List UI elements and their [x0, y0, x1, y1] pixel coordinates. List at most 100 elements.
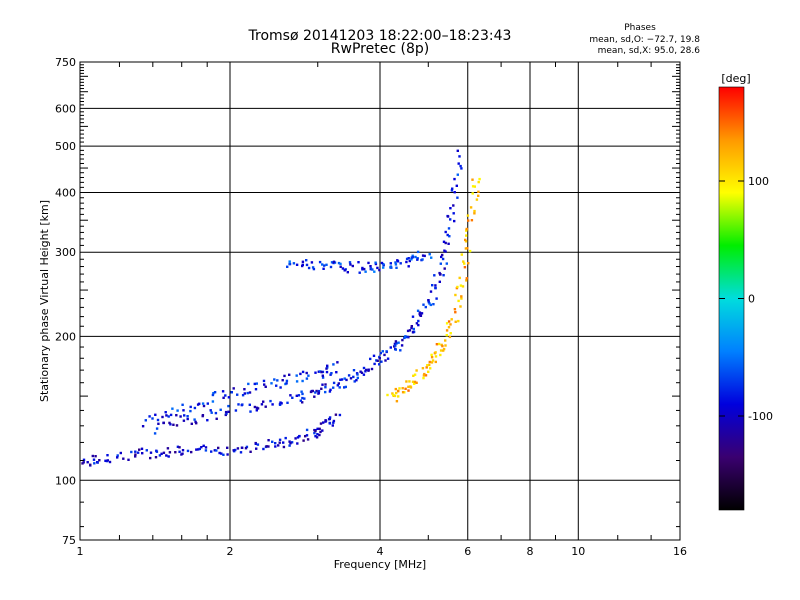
- scatter-point: [449, 323, 452, 326]
- scatter-point: [190, 422, 193, 425]
- scatter-point: [471, 192, 474, 195]
- scatter-point: [277, 444, 280, 447]
- scatter-point: [330, 261, 334, 264]
- scatter-point: [459, 164, 462, 168]
- scatter-point: [122, 457, 125, 460]
- y-ticks: 75 100 200 300 400 500 600 750: [55, 56, 680, 547]
- scatter-point: [428, 253, 431, 256]
- scatter-point: [466, 247, 469, 250]
- colorbar-tick-label: 100: [748, 175, 769, 188]
- scatter-point: [211, 400, 215, 403]
- scatter-point: [427, 370, 430, 373]
- scatter-point: [329, 388, 332, 391]
- scatter-point: [324, 383, 327, 386]
- scatter-point: [182, 409, 185, 412]
- scatter-point: [212, 392, 215, 395]
- scatter-point: [176, 409, 179, 412]
- scatter-point: [389, 262, 392, 265]
- scatter-point: [338, 413, 342, 417]
- scatter-point: [434, 351, 437, 354]
- scatter-point: [358, 271, 361, 274]
- plot-area: 1 2 4 6 8 10 16 75 100 200 300 400 500 600 750: [55, 56, 687, 558]
- scatter-point: [428, 363, 431, 367]
- scatter-point: [253, 405, 257, 409]
- scatter-point: [316, 427, 319, 430]
- scatter-point: [213, 449, 216, 452]
- scatter-point: [337, 382, 340, 385]
- scatter-point: [213, 391, 217, 394]
- scatter-point: [336, 361, 339, 364]
- scatter-point: [459, 284, 463, 287]
- scatter-point: [316, 433, 319, 436]
- scatter-point: [407, 385, 410, 388]
- scatter-point: [441, 344, 444, 348]
- scatter-point: [339, 378, 342, 381]
- scatter-point: [339, 262, 342, 266]
- scatter-point: [338, 386, 341, 389]
- scatter-point: [451, 187, 454, 190]
- scatter-point: [328, 417, 331, 421]
- scatter-point: [181, 449, 185, 452]
- scatter-point: [262, 379, 266, 383]
- scatter-point: [428, 360, 431, 364]
- scatter-point: [317, 370, 320, 373]
- scatter-point: [439, 262, 442, 265]
- scatter-point: [332, 421, 335, 424]
- scatter-point: [384, 359, 387, 362]
- scatter-point: [169, 413, 173, 417]
- scatter-point: [337, 261, 341, 265]
- scatter-point: [155, 450, 159, 453]
- scatter-point: [254, 388, 258, 391]
- scatter-point: [430, 361, 434, 364]
- scatter-point: [209, 409, 212, 412]
- scatter-point: [439, 353, 442, 357]
- x-tick-label: 10: [571, 545, 585, 558]
- scatter-point: [389, 266, 392, 269]
- scatter-point: [232, 449, 235, 452]
- scatter-point: [456, 196, 459, 199]
- scatter-point: [319, 430, 322, 434]
- scatter-point: [282, 441, 285, 444]
- scatter-point: [445, 262, 448, 265]
- scatter-point: [374, 262, 378, 266]
- scatter-point: [319, 422, 323, 425]
- scatter-point: [236, 447, 240, 450]
- scatter-point: [423, 372, 426, 376]
- scatter-point: [274, 445, 277, 448]
- scatter-point: [427, 300, 430, 304]
- x-tick-label: 8: [527, 545, 534, 558]
- scatter-point: [357, 261, 360, 264]
- scatter-point: [106, 454, 109, 457]
- scatter-point: [328, 422, 332, 425]
- chart-title: Tromsø 20141203 18:22:00–18:23:43: [248, 28, 512, 44]
- scatter-point: [413, 382, 416, 385]
- scatter-point: [239, 451, 243, 454]
- scatter-point: [373, 362, 376, 366]
- scatter-point: [430, 356, 434, 359]
- scatter-point: [206, 402, 209, 405]
- grid: [80, 62, 680, 540]
- scatter-point: [412, 374, 415, 377]
- scatter-point: [361, 268, 364, 271]
- scatter-point: [321, 383, 324, 386]
- scatter-point: [151, 417, 154, 420]
- scatter-point: [343, 386, 346, 389]
- scatter-point: [445, 334, 448, 337]
- scatter-point: [189, 409, 192, 413]
- scatter-point: [320, 370, 323, 374]
- scatter-point: [465, 277, 468, 280]
- scatter-point: [471, 178, 474, 181]
- scatter-point: [271, 440, 274, 443]
- scatter-point: [447, 242, 450, 245]
- scatter-point: [201, 414, 204, 418]
- scatter-point: [82, 461, 85, 464]
- scatter-point: [401, 387, 404, 390]
- scatter-point: [315, 436, 319, 439]
- scatter-point: [221, 390, 225, 393]
- scatter-point: [414, 255, 417, 259]
- scatter-point: [452, 212, 455, 215]
- scatter-point: [224, 394, 227, 397]
- scatter-point: [458, 276, 461, 280]
- scatter-point: [264, 385, 267, 388]
